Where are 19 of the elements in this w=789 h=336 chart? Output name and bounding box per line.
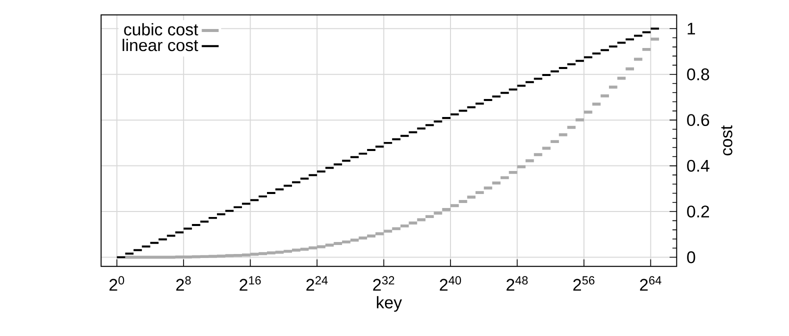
y-tick-label: 0.4 <box>687 160 710 172</box>
x-tick-label: 2$^{32}$ <box>373 276 394 291</box>
x-axis-title: key <box>376 296 402 312</box>
x-tick-label: 2$^{24}$ <box>306 276 328 291</box>
x-tick-label: 2$^{40}$ <box>440 276 462 291</box>
y-tick-label: 0.8 <box>687 68 710 80</box>
y-tick-label: 1 <box>688 22 695 34</box>
y-tick-label: 0 <box>687 251 696 264</box>
legend-label: cubic cost <box>124 23 198 36</box>
x-tick-label: 2$^{56}$ <box>573 276 594 291</box>
x-tick-label: 2$^{16}$ <box>240 276 261 291</box>
y-axis-title: cost <box>721 125 732 156</box>
x-tick-label: 2$^{8}$ <box>176 276 191 291</box>
legend-label: linear cost <box>122 38 198 52</box>
x-tick-label: 2$^{48}$ <box>506 276 528 291</box>
y-tick-label: 0.6 <box>687 114 710 126</box>
y-tick-label: 0.2 <box>687 206 709 218</box>
x-tick-label: 2$^{0}$ <box>110 276 124 291</box>
x-tick-label: 2$^{64}$ <box>640 276 662 291</box>
